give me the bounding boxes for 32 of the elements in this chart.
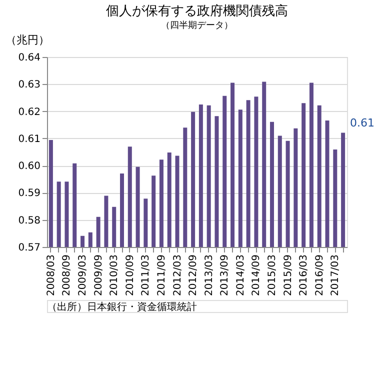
y-tick-label: 0.61 [18,134,40,145]
x-tick-label: 2016/09 [314,254,326,296]
x-tick-label: 2008/03 [46,254,57,296]
x-tick-label: 2016/03 [298,254,310,296]
x-tick-label: 2013/09 [220,254,231,296]
x-tick-label: 2009/09 [93,254,104,296]
x-tick-label: 2008/09 [62,254,73,296]
x-tick-label: 2010/09 [124,254,136,296]
x-tick-label: 2013/03 [204,254,215,296]
x-tick-label: 2017/03 [330,254,342,296]
y-tick-label: 0.63 [18,80,40,91]
y-tick-label: 0.57 [18,242,40,254]
y-tick-label: 0.60 [18,161,40,172]
x-tick-label: 2009/03 [78,254,89,296]
y-tick-label: 0.64 [18,52,40,64]
y-tick-label: 0.58 [18,215,40,226]
y-axis-title: （兆円） [6,34,50,46]
text: （出所）日本銀行・資金循環統計 [47,301,197,313]
y-tick-label: 0.59 [18,188,40,200]
x-tick-label: 2015/03 [267,254,278,296]
x-tick-label: 2012/03 [172,254,184,296]
x-tick-label: 2011/03 [140,254,152,296]
x-tick-label: 2011/09 [156,254,168,296]
chart-subtitle: （四半期データ） [161,20,233,31]
x-tick-label: 2015/09 [282,254,294,296]
x-tick-label: 2012/09 [188,254,200,296]
x-tick-label: 2014/09 [251,254,262,296]
chart-title: 個人が保有する政府機関債残高 [106,3,288,19]
y-tick-label: 0.62 [18,106,40,118]
x-tick-label: 2010/03 [109,254,120,296]
text: 0.61 [350,116,374,130]
x-tick-label: 2014/03 [235,254,246,296]
